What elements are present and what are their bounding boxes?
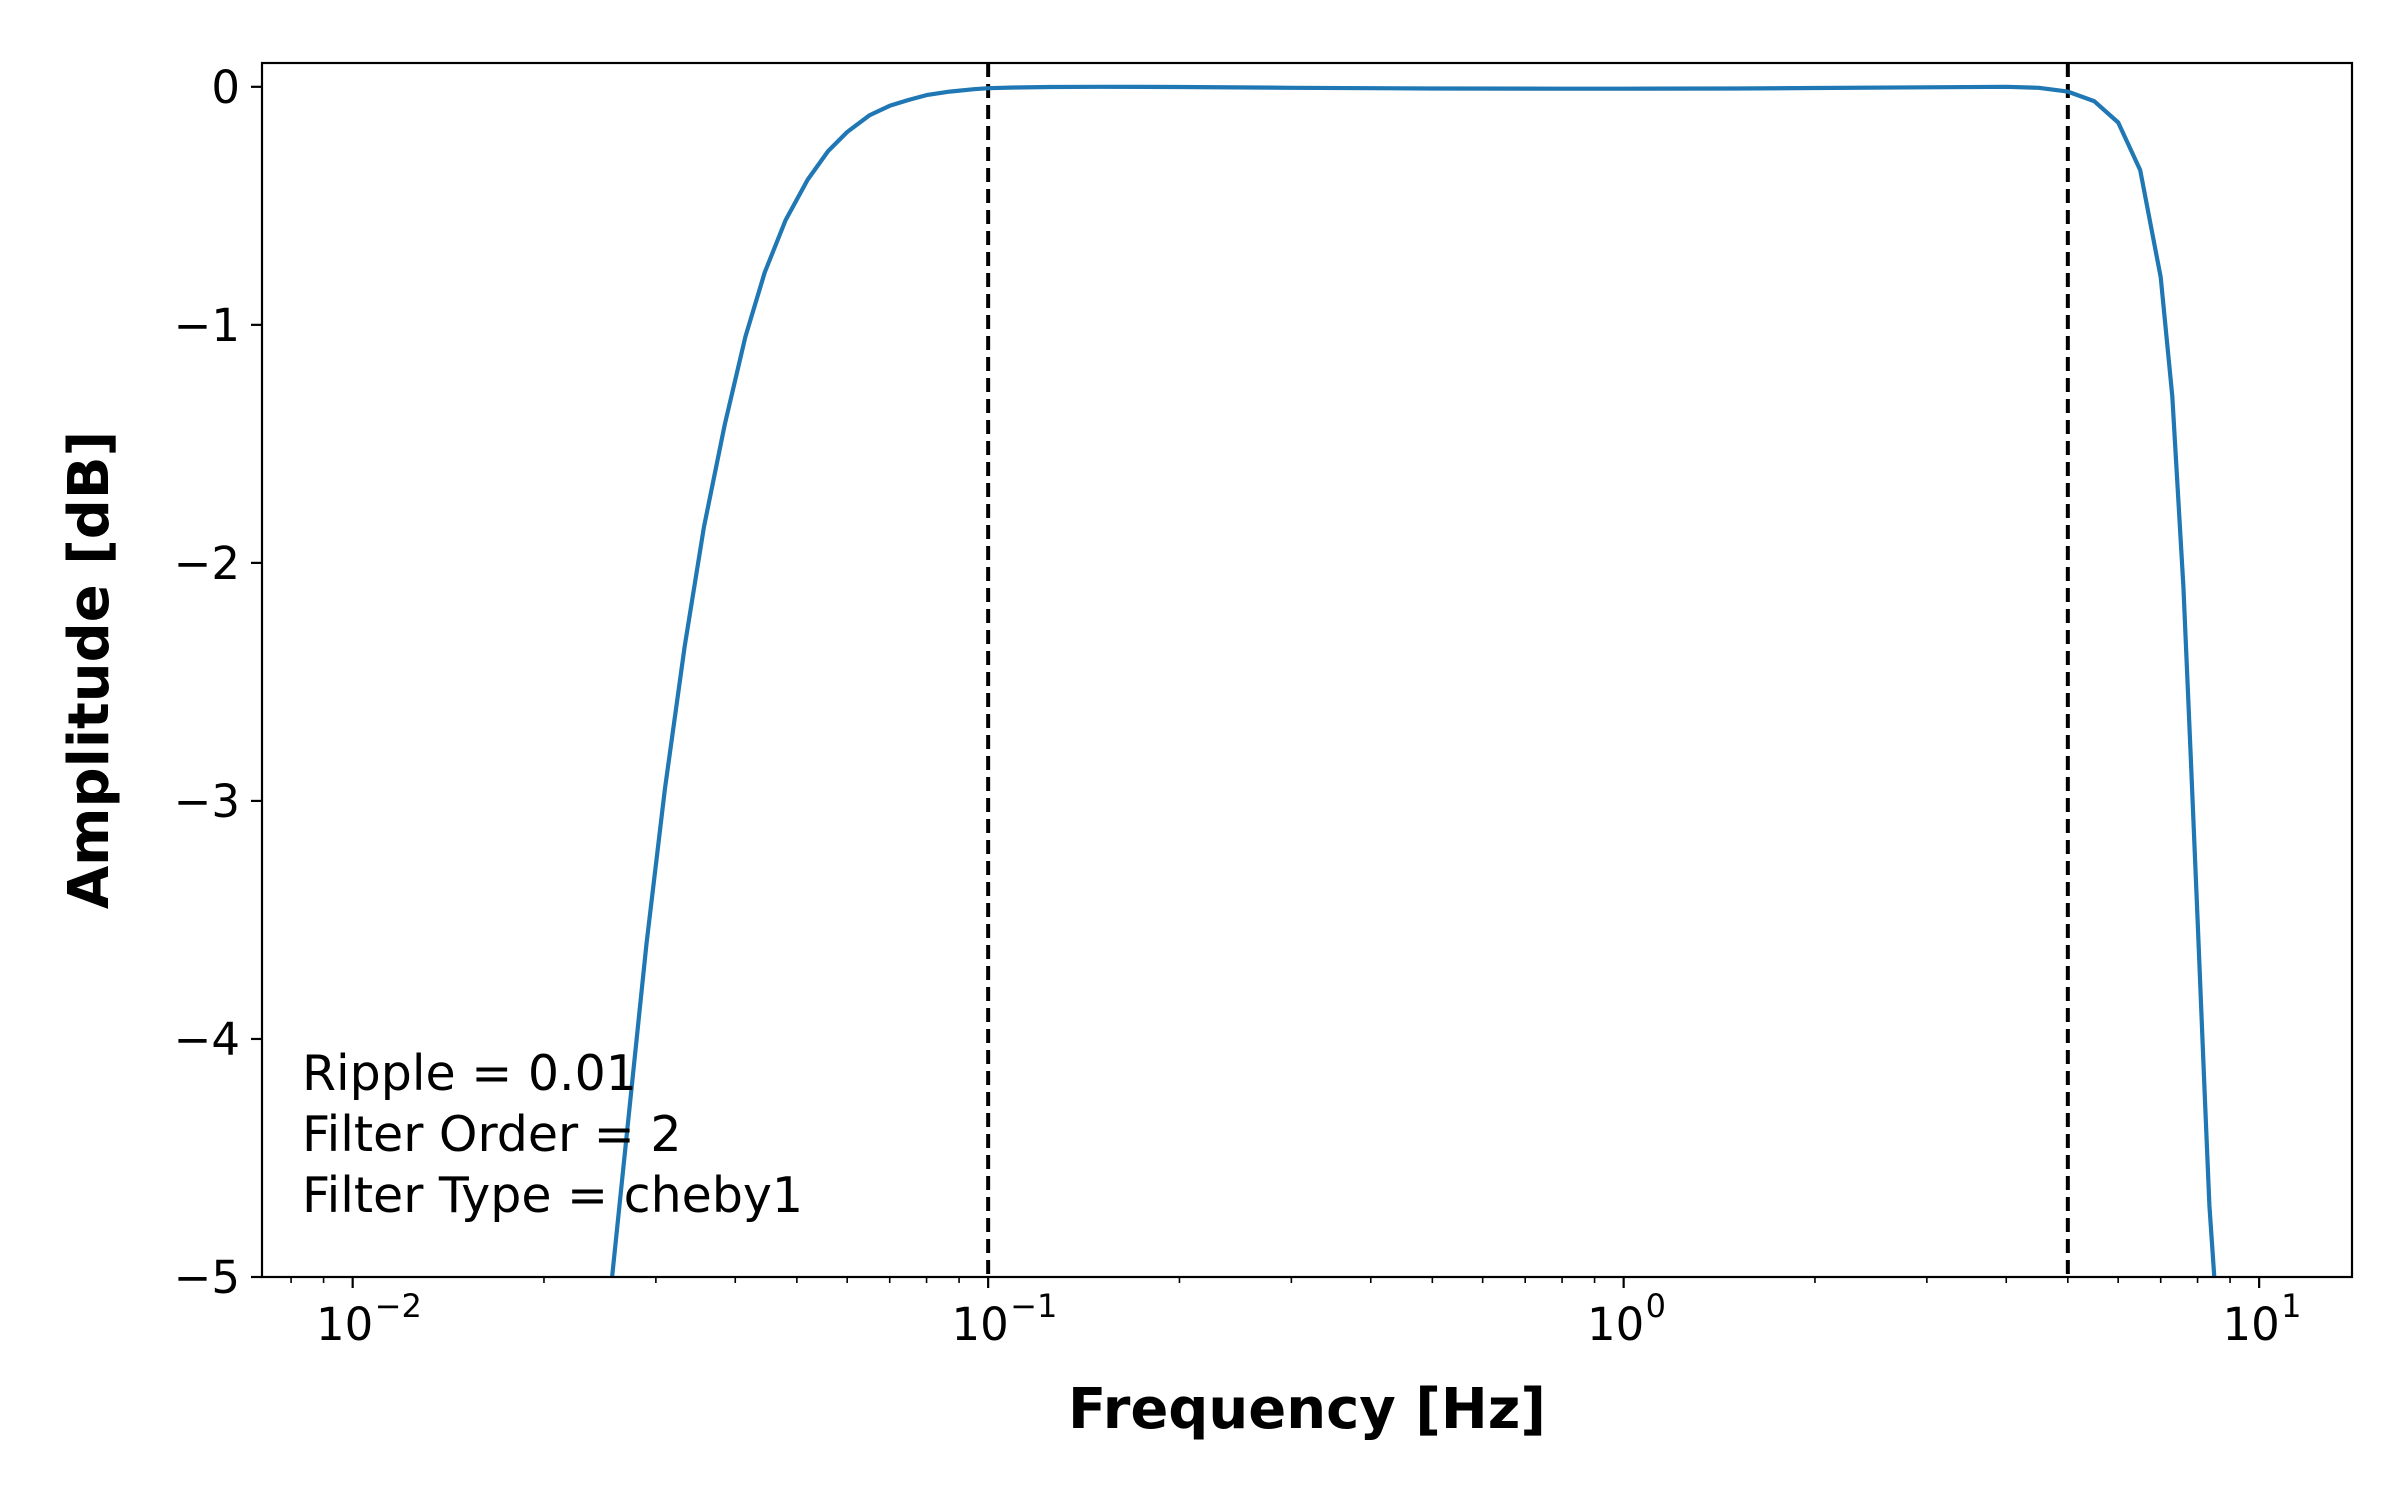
x-tick-exponent: −1 [1010, 1287, 1057, 1325]
y-tick-label: 0 [211, 61, 240, 114]
annotation-ripple: Ripple = 0.01 [302, 1045, 637, 1102]
plot-frame [260, 61, 2354, 1279]
annotation-box: Ripple = 0.01 Filter Order = 2 Filter Ty… [302, 1045, 803, 1224]
x-tick-label: 10 [2223, 1298, 2280, 1351]
x-axis-label: Frequency [Hz] [1068, 1377, 1546, 1442]
x-tick-label: 10 [952, 1298, 1009, 1351]
y-tick-label: −4 [174, 1013, 240, 1066]
annotation-filter-type: Filter Type = cheby1 [302, 1167, 803, 1224]
x-tick-label: 10 [316, 1298, 373, 1351]
y-tick-label: −1 [174, 299, 240, 352]
x-tick-exponent: 1 [2281, 1287, 2301, 1325]
x-tick-label: 10 [1587, 1298, 1644, 1351]
y-tick-label: −5 [174, 1251, 240, 1304]
x-tick-exponent: −2 [375, 1287, 422, 1325]
response-curve-line [609, 84, 2217, 1277]
annotation-filter-order: Filter Order = 2 [302, 1106, 682, 1163]
y-tick-label: −2 [174, 537, 240, 590]
x-tick-exponent: 0 [1646, 1287, 1666, 1325]
y-axis-label: Amplitude [dB] [57, 431, 122, 909]
y-tick-label: −3 [174, 775, 240, 828]
